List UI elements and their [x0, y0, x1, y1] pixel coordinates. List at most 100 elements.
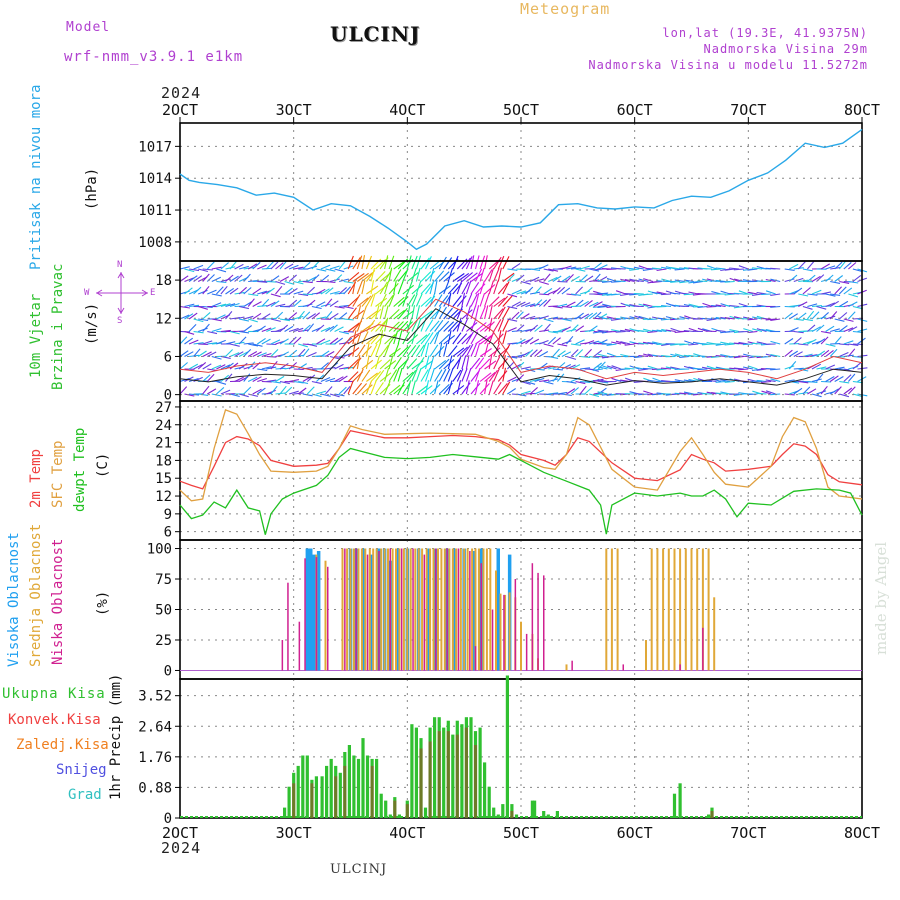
low-cloud-bar — [315, 557, 318, 671]
high-cloud-bar — [316, 551, 321, 671]
wind-arrow — [711, 268, 722, 271]
wind-arrow — [592, 368, 603, 371]
wind-arrow — [702, 366, 713, 370]
wind-arrow — [651, 267, 662, 270]
total-rain-bar — [384, 800, 388, 818]
wind-arrow — [497, 383, 508, 395]
wind-arrow — [688, 343, 699, 346]
wind-arrow — [206, 373, 215, 382]
wind-arrow — [697, 368, 708, 371]
wind-arrow — [356, 318, 363, 332]
mid-cloud-bar — [417, 548, 420, 671]
conv-rain-bar — [292, 783, 296, 819]
wind-arrow — [647, 379, 658, 383]
wind-arrow — [529, 386, 538, 395]
wind-arrow — [733, 342, 744, 345]
wind-arrow — [839, 380, 850, 384]
wind-arrow — [234, 274, 243, 282]
wind-arrow — [720, 341, 731, 345]
wind-arrow — [370, 280, 375, 295]
low-cloud-bar — [366, 554, 369, 671]
wind-arrow — [393, 368, 400, 382]
wind-arrow — [738, 317, 749, 320]
wind-arrow — [416, 334, 428, 345]
wind-arrow — [670, 327, 681, 333]
model-name: wrf-nmm_v3.9.1 e1km — [64, 49, 244, 65]
wind-arrow — [606, 352, 617, 358]
wind-arrow — [706, 318, 717, 322]
wind-arrow — [320, 326, 331, 333]
wind-arrow — [293, 315, 304, 320]
total-rain-bar — [301, 755, 305, 818]
wind-arrow — [807, 338, 817, 345]
wind-arrow — [320, 362, 329, 370]
panel-frame — [179, 122, 863, 262]
wind-arrow — [243, 315, 254, 320]
wind-arrow — [420, 310, 433, 320]
wind-arrow — [557, 327, 567, 333]
wind-arrow — [288, 287, 298, 295]
wind-arrow — [484, 371, 496, 382]
wind-arrow — [429, 344, 439, 357]
wind-arrow — [570, 349, 579, 357]
mid-cloud-bar — [368, 548, 371, 671]
wind-arrow — [316, 324, 325, 332]
wind-arrow — [202, 374, 211, 382]
wind-arrow — [329, 393, 340, 398]
wind-arrow — [561, 351, 572, 357]
compass-w: W — [84, 288, 90, 298]
wind-arrow — [211, 293, 222, 297]
wind-arrow — [497, 255, 505, 270]
mid-cloud-bar — [495, 570, 497, 671]
mid-cloud-bar — [349, 548, 352, 671]
wind-arrow — [184, 376, 194, 382]
mid-cloud-bar — [455, 548, 458, 671]
wind-arrow — [279, 318, 290, 322]
conv-rain-bar — [455, 734, 459, 818]
wind-arrow — [216, 339, 226, 345]
wind-arrow — [692, 280, 703, 284]
wind-arrow — [406, 334, 419, 345]
wind-arrow — [592, 380, 603, 383]
wind-arrow — [316, 288, 326, 295]
wind-arrow — [566, 388, 576, 395]
altitude-info: Nadmorska Visina 29m — [703, 42, 868, 56]
mid-cloud-bar — [387, 548, 389, 671]
wind-arrow — [179, 386, 188, 395]
mid-cloud-bar — [679, 548, 682, 671]
x-tick-label-bottom: 3OCT — [276, 824, 312, 842]
y-tick-label: 1017 — [138, 139, 172, 155]
wind-arrow — [207, 351, 217, 357]
wind-arrow — [802, 318, 813, 322]
wind-arrow — [288, 264, 299, 270]
wind-arrow — [388, 293, 396, 307]
wind-arrow — [502, 381, 511, 395]
wind-arrow — [452, 332, 462, 345]
y-tick-label: 1008 — [138, 235, 172, 251]
wind-arrow — [543, 287, 553, 295]
wind-arrow — [193, 330, 204, 334]
wind-arrow — [534, 377, 545, 383]
wind-arrow — [415, 293, 423, 307]
wind-arrow — [424, 355, 430, 370]
wind-arrow — [484, 293, 490, 307]
wind-arrow — [715, 392, 726, 395]
low-cloud-bar — [423, 554, 426, 671]
wind-arrow — [406, 358, 418, 370]
wind-arrow — [434, 280, 438, 295]
wind-arrow — [320, 393, 331, 397]
wind-arrow — [370, 293, 376, 307]
wind-arrow — [352, 273, 365, 282]
wind-arrow — [479, 293, 486, 307]
wind-arrow — [179, 266, 190, 270]
wind-arrow — [488, 305, 493, 320]
wind-arrow — [470, 272, 483, 282]
wind-arrow — [184, 287, 193, 295]
wind-arrow — [252, 312, 262, 320]
wind-arrow — [584, 386, 593, 395]
wind-arrow — [520, 390, 531, 395]
wind-arrow — [406, 305, 411, 320]
wind-arrow — [493, 381, 502, 395]
wind-arrow — [852, 274, 862, 282]
